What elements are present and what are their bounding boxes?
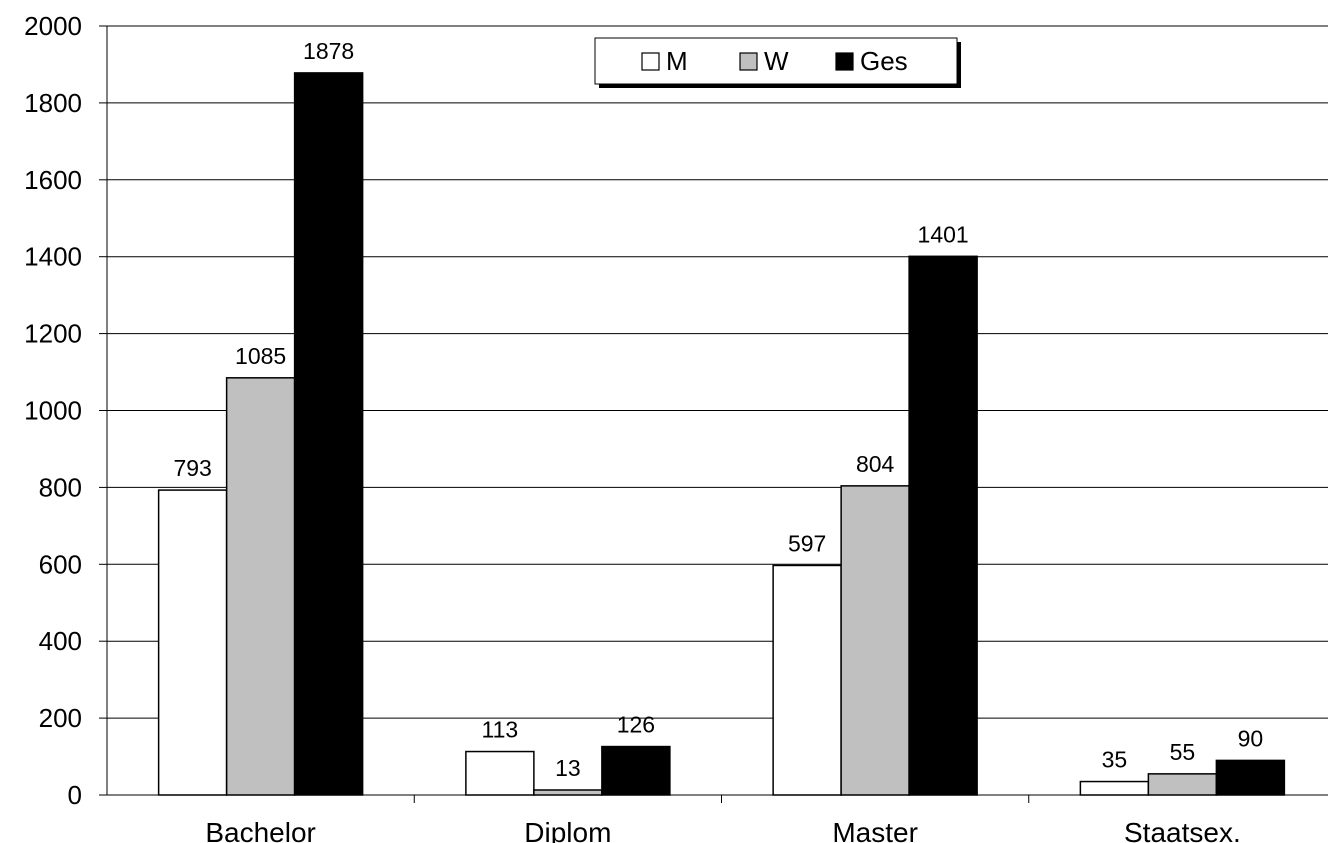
y-tick-label: 1200: [24, 319, 82, 349]
data-labels: 793 1085 1878 113 13 126 597 804 1401 35 55 90: [173, 38, 1263, 781]
x-category-label: Diplom: [524, 817, 611, 843]
data-label: 13: [555, 755, 581, 781]
legend-swatch-w: [739, 52, 758, 71]
bar-w: [533, 789, 603, 796]
y-axis-ticks: 0 200 400 600 800 1000 1200 1400 1600 1800 2000: [24, 11, 82, 810]
data-label: 113: [482, 717, 519, 743]
legend-swatch-ges: [835, 52, 854, 71]
bar-ges: [1215, 759, 1286, 796]
bar-m: [772, 564, 842, 796]
x-axis-labels: Bachelor Diplom Master Staatsex.: [205, 817, 1240, 843]
bar-w: [1147, 773, 1218, 796]
y-tick-label: 1400: [24, 242, 82, 272]
bar-ges: [908, 255, 978, 796]
data-label: 804: [856, 451, 895, 477]
data-label: 1401: [918, 221, 969, 247]
y-tick-label: 1600: [24, 165, 82, 195]
data-label: 126: [617, 712, 655, 738]
y-tick-label: 0: [68, 780, 82, 810]
legend-label: W: [764, 46, 789, 76]
legend-label: Ges: [860, 46, 908, 76]
bar-ges: [601, 745, 671, 796]
legend-label: M: [666, 46, 688, 76]
axes: [99, 25, 1328, 803]
y-tick-label: 400: [39, 626, 82, 656]
legend-swatch-m: [641, 52, 660, 71]
legend: M W Ges: [594, 37, 961, 88]
data-label: 793: [173, 455, 211, 481]
data-label: 35: [1102, 747, 1128, 773]
y-tick-label: 1800: [24, 88, 82, 118]
data-label: 597: [788, 530, 826, 556]
data-label: 1085: [235, 343, 286, 369]
bar-w: [840, 485, 910, 796]
data-label: 55: [1170, 739, 1196, 765]
y-tick-label: 200: [39, 703, 82, 733]
bar-m: [465, 750, 535, 796]
bar-m: [157, 489, 228, 796]
bar-w: [225, 377, 296, 796]
bar-m: [1079, 780, 1150, 796]
x-category-label: Bachelor: [205, 817, 316, 843]
bar-ges: [293, 72, 364, 796]
y-tick-label: 800: [39, 472, 82, 502]
bars: [157, 72, 1286, 796]
y-tick-label: 2000: [24, 11, 82, 41]
data-label: 90: [1238, 725, 1264, 751]
x-category-label: Staatsex.: [1124, 817, 1241, 843]
y-tick-label: 1000: [24, 396, 82, 426]
y-tick-label: 600: [39, 549, 82, 579]
data-label: 1878: [303, 38, 354, 64]
x-category-label: Master: [832, 817, 918, 843]
